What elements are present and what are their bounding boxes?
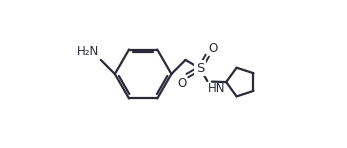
Text: H₂N: H₂N bbox=[76, 45, 99, 58]
Text: O: O bbox=[177, 77, 186, 90]
Text: S: S bbox=[196, 62, 204, 75]
Text: HN: HN bbox=[208, 82, 225, 95]
Text: O: O bbox=[208, 42, 218, 55]
